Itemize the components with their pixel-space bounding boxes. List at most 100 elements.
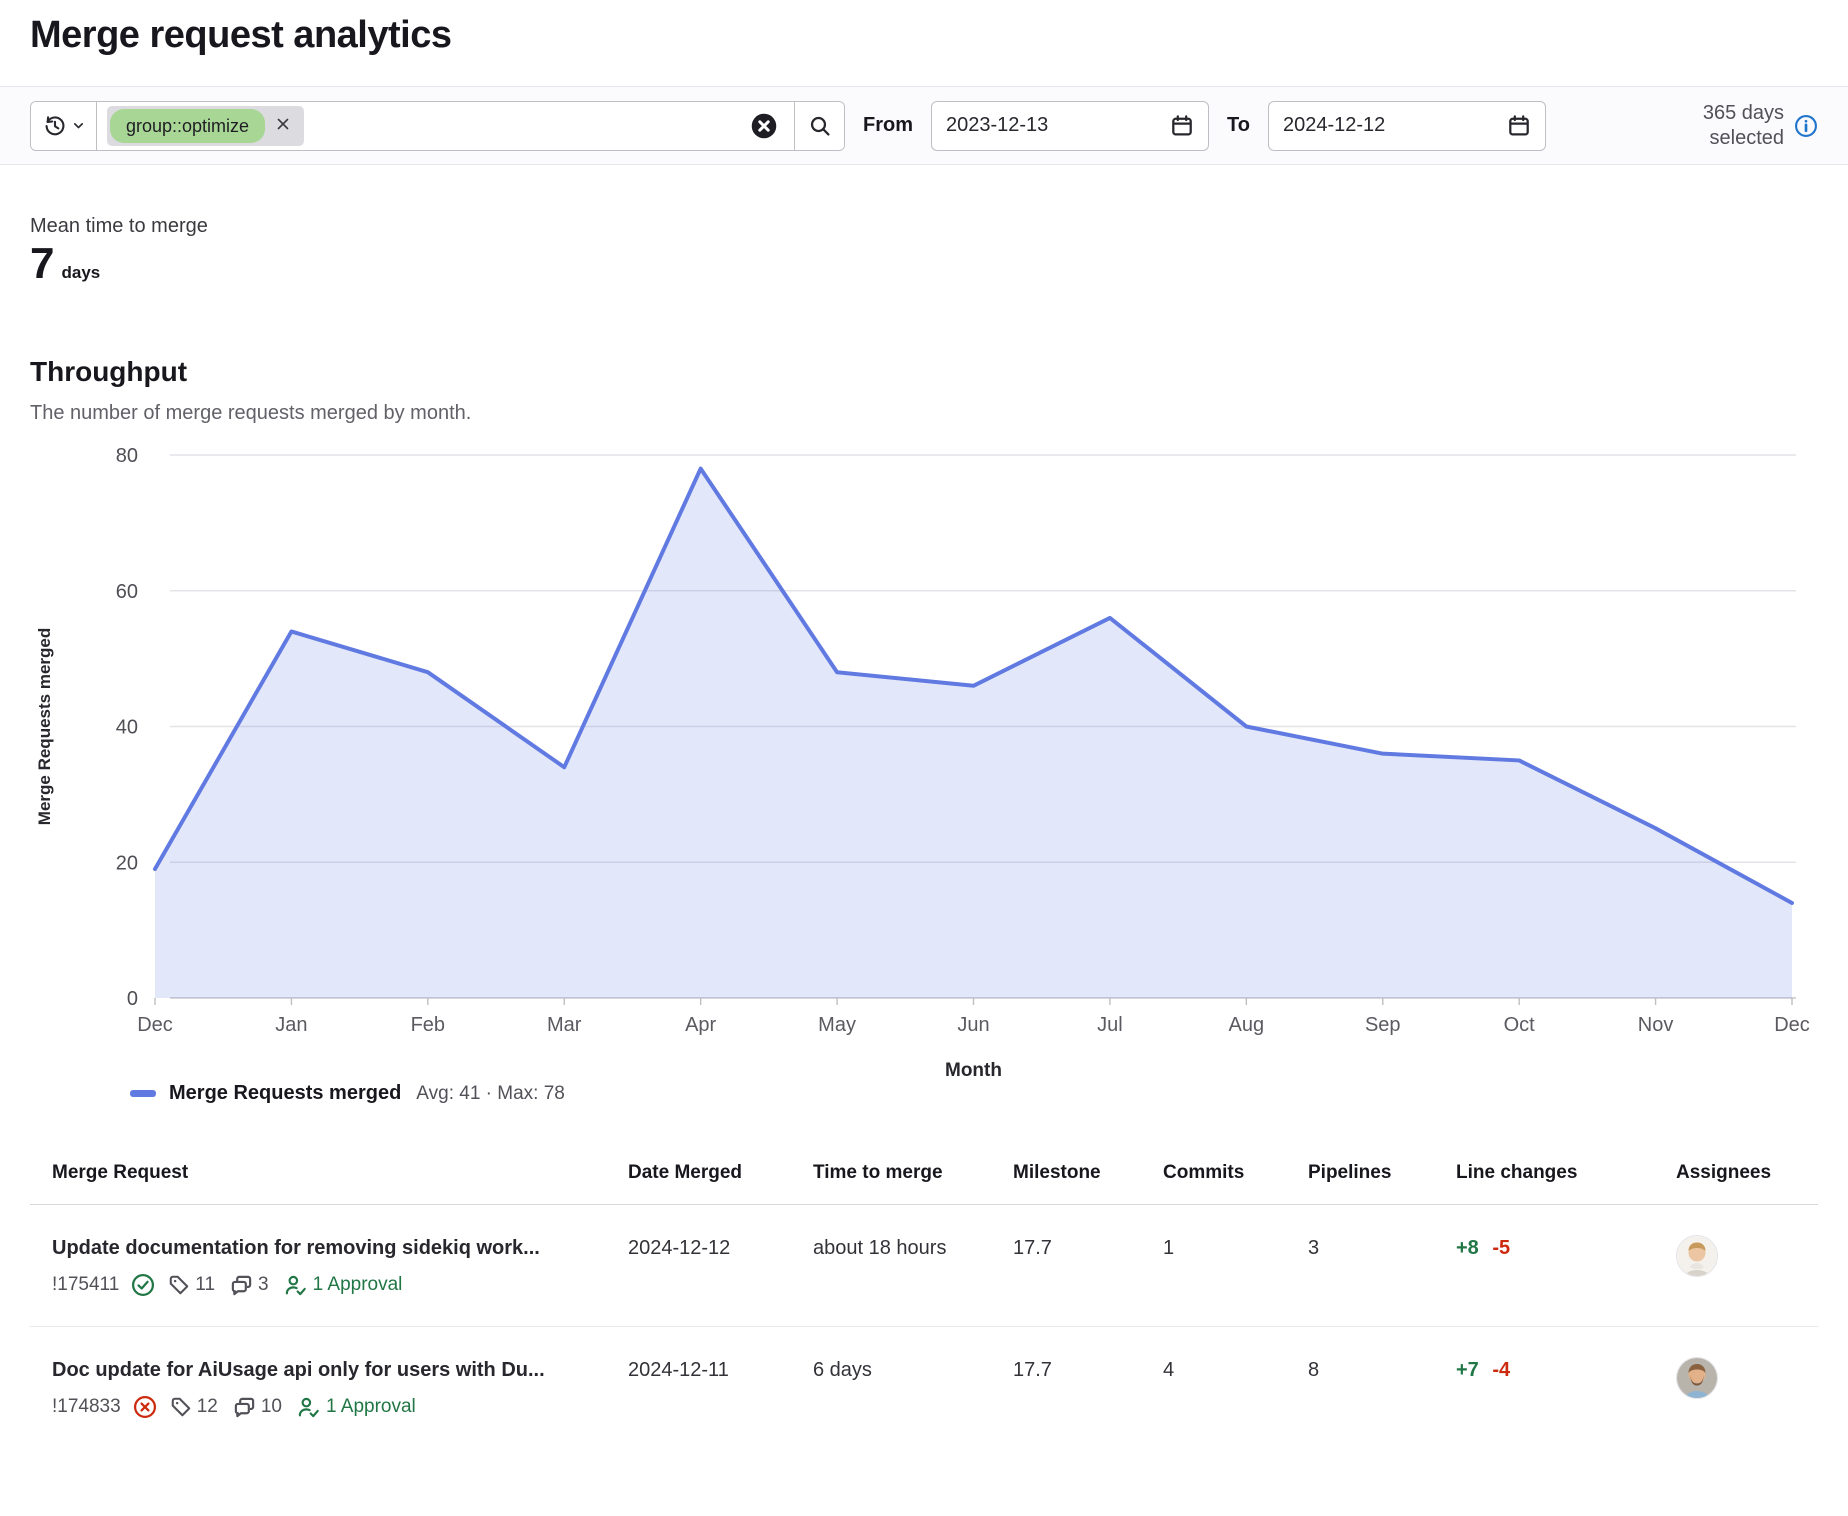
blond-man-avatar[interactable]: [1676, 1235, 1718, 1277]
search-history-button[interactable]: [31, 102, 97, 150]
line-changes-cell: +8 -5: [1456, 1205, 1646, 1326]
status-failed-icon: [133, 1395, 157, 1419]
table-row: Doc update for AiUsage api only for user…: [30, 1327, 1818, 1448]
svg-text:40: 40: [116, 717, 138, 739]
assignees-cell: [1646, 1205, 1818, 1326]
col-commits: Commits: [1163, 1145, 1308, 1204]
svg-text:Sep: Sep: [1365, 1014, 1401, 1036]
throughput-chart-area: 0 20 40 60 80 Dec Jan Feb Mar Apr May Jun Jul Aug Sep O…: [30, 433, 1818, 1105]
filtered-search: group::optimize: [30, 101, 845, 151]
table-row: Update documentation for removing sideki…: [30, 1205, 1818, 1327]
search-submit-button[interactable]: [794, 102, 844, 150]
col-pipelines: Pipelines: [1308, 1145, 1456, 1204]
svg-text:Jan: Jan: [275, 1014, 307, 1036]
throughput-chart: 0 20 40 60 80 Dec Jan Feb Mar Apr May Jun Jul Aug Sep O…: [30, 433, 1818, 1081]
approvals-label: 1 Approval: [313, 1273, 403, 1298]
days-info-button[interactable]: [1794, 114, 1818, 138]
assignees-cell: [1646, 1327, 1818, 1448]
deletions: -5: [1492, 1237, 1510, 1259]
bearded-man-avatar[interactable]: [1676, 1357, 1718, 1399]
mr-title-link[interactable]: Doc update for AiUsage api only for user…: [52, 1357, 618, 1383]
mr-cell: Doc update for AiUsage api only for user…: [30, 1327, 628, 1448]
svg-text:Mar: Mar: [547, 1014, 582, 1036]
close-x-icon: [275, 116, 291, 132]
commits-cell: 1: [1163, 1205, 1308, 1326]
days-selected-text: 365 days selected: [1703, 101, 1784, 151]
col-time-to-merge: Time to merge: [813, 1145, 1013, 1204]
svg-text:Apr: Apr: [685, 1014, 716, 1036]
svg-text:Feb: Feb: [411, 1014, 445, 1036]
legend-line-swatch: [130, 1090, 156, 1097]
page-title: Merge request analytics: [0, 0, 1848, 74]
comments-count: 10: [261, 1395, 282, 1420]
comments-icon: [230, 1274, 253, 1297]
line-changes-cell: +7 -4: [1456, 1327, 1646, 1448]
svg-text:20: 20: [116, 853, 138, 875]
mr-title-link[interactable]: Update documentation for removing sideki…: [52, 1235, 618, 1261]
commits-cell: 4: [1163, 1327, 1308, 1448]
svg-text:Dec: Dec: [1774, 1014, 1810, 1036]
svg-text:Oct: Oct: [1504, 1014, 1536, 1036]
labels-count: 12: [197, 1395, 218, 1420]
svg-text:Aug: Aug: [1229, 1014, 1265, 1036]
pipelines-cell: 3: [1308, 1205, 1456, 1326]
table-header-row: Merge Request Date Merged Time to merge …: [30, 1145, 1818, 1205]
svg-text:60: 60: [116, 581, 138, 603]
search-magnifier-icon: [808, 114, 832, 138]
approvals-label: 1 Approval: [326, 1395, 416, 1420]
col-milestone: Milestone: [1013, 1145, 1163, 1204]
days-selected: 365 days selected: [1703, 101, 1818, 151]
deletions: -4: [1492, 1359, 1510, 1381]
approvals-link[interactable]: 1 Approval: [297, 1395, 416, 1420]
info-circle-icon: [1794, 114, 1818, 138]
col-line-changes: Line changes: [1456, 1145, 1646, 1204]
additions: +7: [1456, 1359, 1479, 1381]
clear-search-button[interactable]: [744, 112, 784, 140]
milestone-cell: 17.7: [1013, 1205, 1163, 1326]
filter-token[interactable]: group::optimize: [107, 106, 304, 146]
pipelines-cell: 8: [1308, 1327, 1456, 1448]
comments-icon: [233, 1396, 256, 1419]
mean-time-label: Mean time to merge: [30, 215, 1818, 238]
additions: +8: [1456, 1237, 1479, 1259]
label-tag-icon: [170, 1396, 192, 1418]
svg-text:Jul: Jul: [1097, 1014, 1123, 1036]
mr-id: !175411: [52, 1273, 119, 1298]
col-assignees: Assignees: [1646, 1145, 1818, 1204]
svg-text:Jun: Jun: [957, 1014, 989, 1036]
y-axis-title: Merge Requests merged: [35, 628, 54, 825]
to-date-input[interactable]: 2024-12-12: [1268, 101, 1546, 151]
labels-count: 11: [195, 1273, 215, 1298]
history-clock-icon: [43, 114, 67, 138]
mean-time-block: Mean time to merge 7 days: [0, 165, 1848, 288]
filter-bar: group::optimize: [0, 86, 1848, 165]
search-input[interactable]: group::optimize: [97, 102, 794, 150]
status-success-icon: [131, 1273, 155, 1297]
svg-text:Nov: Nov: [1638, 1014, 1674, 1036]
svg-text:May: May: [818, 1014, 856, 1036]
approval-check-icon: [297, 1396, 320, 1419]
mr-cell: Update documentation for removing sideki…: [30, 1205, 628, 1326]
from-date-input[interactable]: 2023-12-13: [931, 101, 1209, 151]
time-to-merge-cell: 6 days: [813, 1327, 963, 1448]
chart-legend[interactable]: Merge Requests merged Avg: 41 · Max: 78: [130, 1082, 1818, 1105]
svg-text:80: 80: [116, 445, 138, 467]
legend-series-label: Merge Requests merged: [169, 1082, 401, 1105]
filter-token-label: group::optimize: [110, 109, 265, 143]
remove-token-button[interactable]: [265, 114, 301, 138]
time-to-merge-cell: about 18 hours: [813, 1205, 963, 1326]
throughput-description: The number of merge requests merged by m…: [0, 388, 1848, 425]
from-label: From: [863, 114, 913, 137]
calendar-icon: [1170, 114, 1194, 138]
approvals-link[interactable]: 1 Approval: [284, 1273, 403, 1298]
col-date-merged: Date Merged: [628, 1145, 813, 1204]
chevron-down-icon: [72, 119, 85, 132]
svg-text:0: 0: [127, 988, 138, 1010]
comments-count: 3: [258, 1273, 269, 1298]
date-merged-cell: 2024-12-11: [628, 1327, 813, 1448]
mr-id: !174833: [52, 1395, 121, 1420]
date-merged-cell: 2024-12-12: [628, 1205, 813, 1326]
svg-text:Dec: Dec: [137, 1014, 173, 1036]
calendar-icon: [1507, 114, 1531, 138]
to-date-value: 2024-12-12: [1283, 114, 1385, 137]
